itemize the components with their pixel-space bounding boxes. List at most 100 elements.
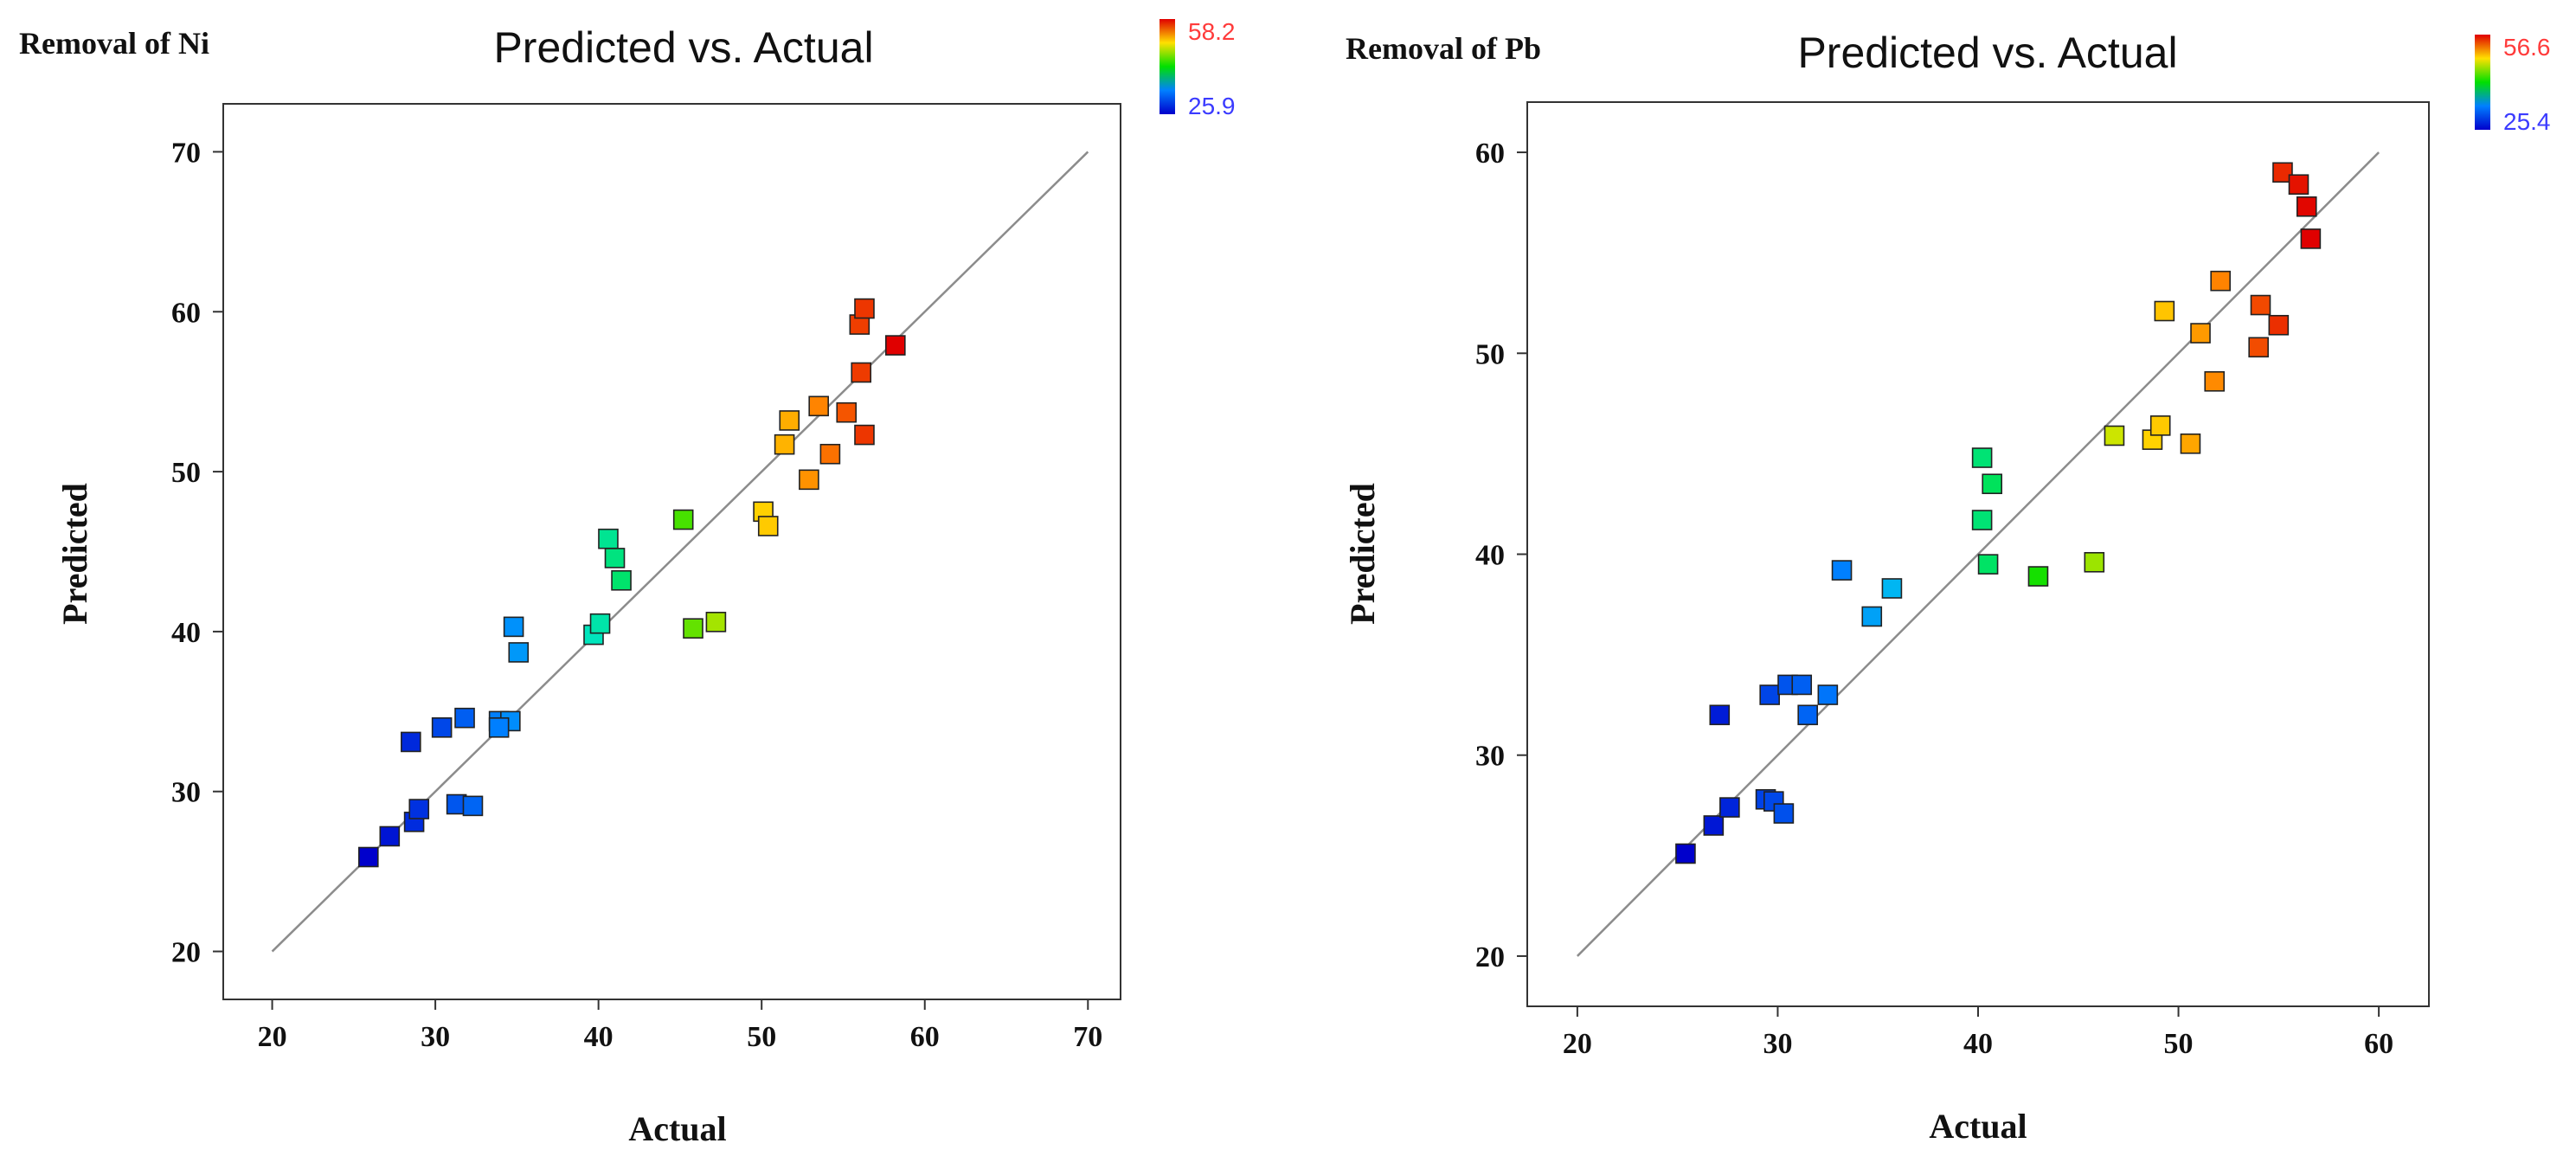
data-point-ni-14	[508, 642, 530, 663]
colorbar-max-pb: 56.6	[2503, 34, 2551, 61]
y-tick-label-pb-40: 40	[1475, 540, 1505, 572]
data-point-pb-19	[1977, 554, 1999, 575]
x-tick-label-pb-40: 40	[1963, 1028, 1993, 1060]
colorbar-max-ni: 58.2	[1188, 18, 1236, 45]
data-point-pb-17	[1971, 447, 1993, 468]
x-tick-label-pb-30: 30	[1763, 1028, 1792, 1060]
panel-label-ni: Removal of Ni	[19, 26, 209, 61]
data-point-ni-21	[683, 618, 703, 639]
data-point-ni-16	[589, 613, 611, 634]
data-point-pb-13	[1831, 560, 1853, 581]
data-point-ni-5	[401, 731, 421, 753]
y-tick-label-ni-40: 40	[171, 617, 201, 649]
data-point-ni-19	[611, 569, 632, 591]
data-point-pb-7	[1773, 803, 1795, 824]
chart-ni: Removal of Ni Predicted vs. Actual 58.2 …	[19, 18, 1236, 1148]
data-point-ni-24	[757, 516, 779, 536]
data-point-pb-29	[2210, 270, 2231, 292]
data-point-pb-28	[2204, 370, 2226, 392]
data-point-ni-12	[488, 717, 510, 738]
y-tick-label-ni-70: 70	[171, 137, 201, 169]
data-point-ni-25	[774, 434, 795, 455]
data-point-ni-29	[819, 443, 841, 465]
data-point-ni-31	[851, 362, 872, 383]
data-point-ni-30	[836, 401, 858, 423]
chart-title-pb: Predicted vs. Actual	[1797, 29, 2177, 77]
data-point-pb-20	[2027, 566, 2049, 587]
data-point-pb-14	[1861, 606, 1883, 627]
data-point-pb-22	[2104, 425, 2125, 446]
y-tick-label-pb-60: 60	[1475, 138, 1505, 170]
data-point-ni-13	[503, 616, 524, 638]
data-point-pb-32	[2268, 314, 2290, 336]
colorbar-min-ni: 25.9	[1188, 93, 1236, 119]
x-tick-label-ni-40: 40	[584, 1021, 613, 1053]
data-point-pb-36	[2300, 228, 2322, 249]
data-point-pb-10	[1791, 674, 1813, 696]
data-point-ni-17	[598, 528, 619, 549]
data-point-pb-12	[1817, 684, 1839, 705]
data-point-pb-27	[2190, 323, 2211, 344]
panel-label-pb: Removal of Pb	[1346, 31, 1541, 66]
data-point-pb-18	[1982, 473, 2003, 495]
data-point-pb-1	[1675, 843, 1696, 864]
data-point-pb-31	[2250, 294, 2271, 316]
y-tick-label-pb-20: 20	[1475, 941, 1505, 973]
data-point-pb-30	[2248, 337, 2269, 358]
data-point-ni-28	[808, 395, 829, 417]
data-point-pb-4	[1709, 704, 1731, 726]
x-tick-label-ni-60: 60	[910, 1021, 940, 1053]
y-axis-label-ni: Predicted	[55, 483, 94, 625]
x-tick-label-ni-70: 70	[1073, 1021, 1102, 1053]
x-tick-label-pb-20: 20	[1563, 1028, 1592, 1060]
data-point-ni-34	[854, 424, 875, 446]
data-point-ni-6	[431, 717, 453, 738]
x-tick-label-ni-50: 50	[747, 1021, 776, 1053]
colorbar-pb	[2475, 35, 2490, 130]
data-point-pb-3	[1719, 797, 1740, 818]
data-point-pb-25	[2154, 300, 2175, 322]
data-point-pb-21	[2084, 551, 2105, 573]
data-point-ni-27	[799, 469, 819, 491]
chart-title-ni: Predicted vs. Actual	[493, 23, 873, 72]
data-point-ni-9	[462, 795, 484, 817]
data-point-ni-35	[885, 335, 906, 356]
y-axis-label-pb: Predicted	[1343, 483, 1382, 625]
data-point-ni-22	[705, 612, 727, 633]
x-axis-label-pb: Actual	[1929, 1107, 2027, 1146]
points-ni	[358, 298, 906, 868]
data-point-ni-1	[358, 846, 379, 868]
y-tick-label-ni-20: 20	[171, 937, 201, 969]
data-point-ni-18	[604, 548, 626, 568]
plot-frame-ni	[222, 103, 1121, 1000]
data-point-pb-26	[2180, 433, 2201, 454]
y-tick-label-pb-50: 50	[1475, 338, 1505, 370]
chart-pb: Removal of Pb Predicted vs. Actual 56.6 …	[1343, 29, 2551, 1146]
data-point-ni-26	[779, 410, 800, 431]
y-tick-label-pb-30: 30	[1475, 741, 1505, 773]
x-tick-label-ni-30: 30	[421, 1021, 450, 1053]
data-point-pb-15	[1881, 578, 1903, 599]
data-point-pb-2	[1703, 815, 1725, 836]
data-point-ni-7	[454, 707, 475, 729]
colorbar-ni	[1160, 19, 1175, 114]
y-tick-label-ni-30: 30	[171, 777, 201, 809]
ticks-ni: 20 30 40 50 60 70 20 30 40 50 60 70	[171, 137, 1102, 1053]
data-point-pb-24	[2149, 415, 2171, 436]
data-point-ni-33	[854, 298, 875, 319]
data-point-pb-16	[1971, 510, 1993, 530]
data-point-ni-4	[408, 799, 430, 819]
data-point-pb-33	[2272, 162, 2293, 183]
colorbar-min-pb: 25.4	[2503, 108, 2551, 135]
data-point-pb-35	[2296, 196, 2317, 217]
x-tick-label-ni-20: 20	[258, 1021, 287, 1053]
y-tick-label-ni-60: 60	[171, 297, 201, 329]
data-point-pb-34	[2288, 174, 2309, 196]
data-point-ni-20	[672, 509, 694, 530]
data-point-pb-8	[1759, 684, 1780, 705]
y-tick-label-ni-50: 50	[171, 457, 201, 489]
ticks-pb: 20 30 40 50 60 20 30 40 50 60	[1475, 138, 2393, 1060]
points-pb	[1675, 162, 2322, 864]
x-tick-label-pb-60: 60	[2364, 1028, 2393, 1060]
